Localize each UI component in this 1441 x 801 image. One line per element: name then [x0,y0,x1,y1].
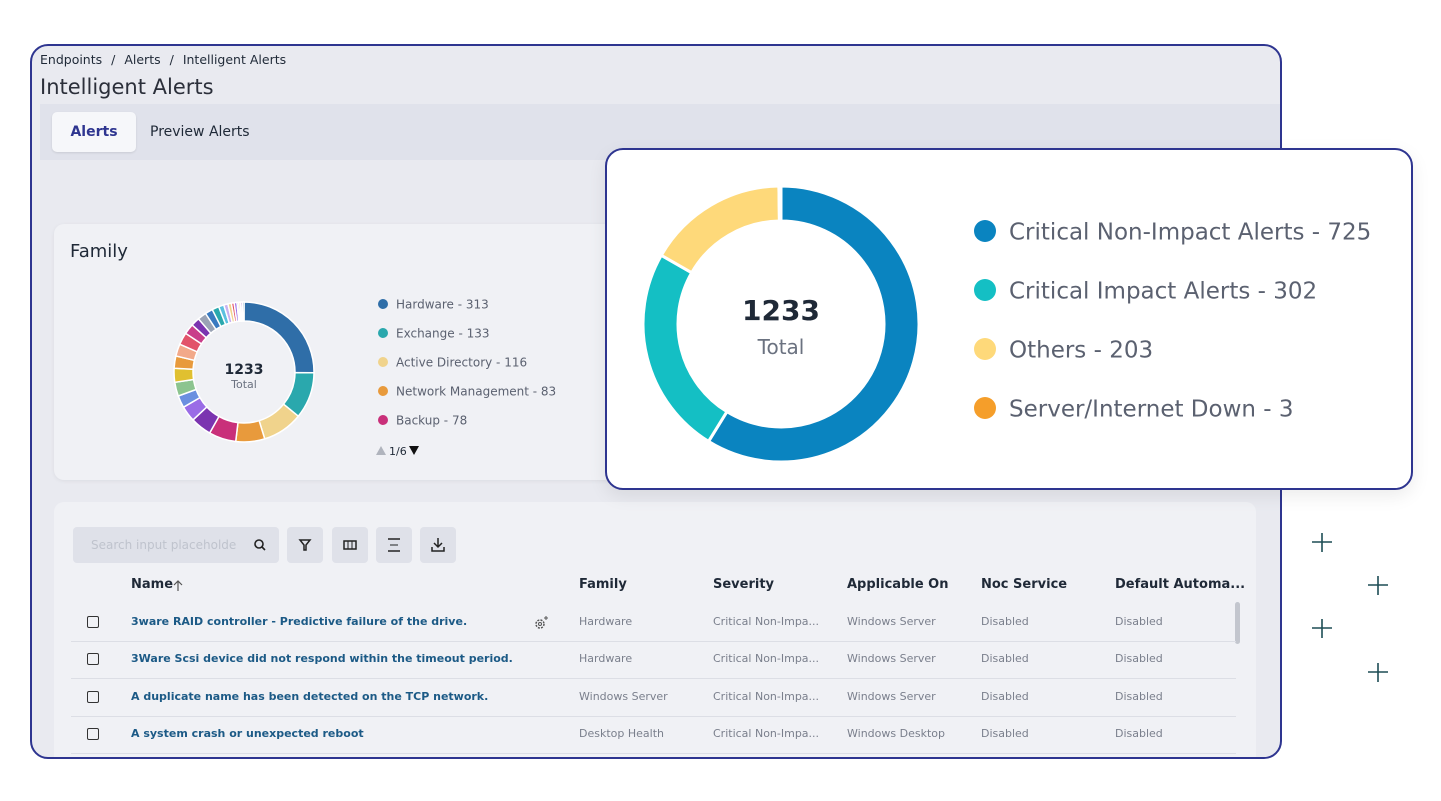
table-cell: Critical Non-Impa... [713,615,820,628]
column-header[interactable]: Applicable On [847,577,949,592]
legend-label: Backup - 78 [396,413,467,427]
legend-label: Critical Impact Alerts - 302 [1009,278,1317,304]
legend-label: Network Management - 83 [396,384,556,398]
table-cell: Critical Non-Impa... [713,652,820,666]
gear-icon [533,615,549,635]
legend-dot [378,415,388,425]
legend-dot [974,338,996,360]
table-cell: Desktop Health [579,726,664,740]
column-header[interactable]: Default Automa... [1115,577,1246,592]
column-header[interactable]: Name [131,577,174,592]
table-cell: Windows Server [847,652,936,666]
legend-label: Server/Internet Down - 3 [1009,396,1294,422]
summary-popup: 1233 Total Critical Non-Impact Alerts - 72… [605,148,1413,490]
donut-segment [777,184,783,223]
table-cell: Disabled [1115,689,1163,703]
table-cell: Critical Non-Impa... [713,726,820,740]
table-cell: Disabled [1115,652,1163,666]
search-placeholder: Search input placeholde [91,538,237,552]
scrollbar [1235,602,1240,644]
donut-segment [659,184,781,275]
row-divider [71,641,1236,642]
table-cell: Disabled [981,689,1029,703]
legend-label: Others - 203 [1009,337,1153,363]
table-cell: Disabled [981,615,1029,628]
export-button[interactable] [420,527,456,563]
family-card: Family 1233 Total Hardware - 313 Exchange -… [54,224,654,480]
donut-total: 1233 [742,294,820,327]
alerts-table: Name Family Severity Applicable On Noc Servi… [54,502,1256,757]
breadcrumb-separator: / [169,52,174,67]
row-divider [71,678,1236,680]
table-cell: Disabled [981,652,1029,666]
breadcrumb-separator: / [111,52,116,67]
card-title: Family [70,241,128,262]
table-cell: Windows Desktop [847,726,945,740]
pager-next [409,446,419,455]
legend-dot [378,328,388,338]
legend-dot [378,386,388,396]
pager-prev [376,446,386,455]
legend-dot [974,279,996,301]
alert-name[interactable]: 3Ware Scsi device did not respond within… [131,652,513,666]
summary-donut: 1233 Total Critical Non-Impact Alerts - 72… [641,184,1371,464]
donut-total: 1233 [225,362,264,378]
column-header[interactable]: Family [579,577,627,592]
legend-label: Hardware - 313 [396,297,489,311]
table-cell: Windows Server [579,689,668,703]
legend-label: Exchange - 133 [396,326,490,340]
table-cell: Windows Server [847,615,936,628]
row-checkbox[interactable] [87,616,99,628]
row-checkbox[interactable] [87,653,99,666]
columns-button[interactable] [332,527,368,563]
donut-segment [173,367,195,384]
pager-label: 1/6 [389,445,407,458]
alert-name[interactable]: 3ware RAID controller - Predictive failu… [131,615,468,628]
search-icon [254,539,266,551]
breadcrumb-current: Intelligent Alerts [182,52,287,67]
row-divider [71,715,1236,717]
donut-total-label: Total [757,335,805,359]
table-cell: Critical Non-Impa... [713,689,820,703]
table-cell: Disabled [1115,615,1163,628]
breadcrumb-link[interactable]: Endpoints [40,52,103,67]
density-button[interactable] [376,527,412,563]
alert-name[interactable]: A system crash or unexpected reboot [131,726,364,740]
sort-icon [173,578,183,597]
row-divider [71,752,1236,754]
legend-dot [974,220,996,242]
row-checkbox[interactable] [87,727,99,740]
tab[interactable]: Preview Alerts [150,124,250,140]
donut-segment [706,184,921,464]
legend-label: Critical Non-Impact Alerts - 725 [1009,219,1371,245]
search-box[interactable]: Search input placeholde [73,527,279,563]
decoration [1312,533,1388,682]
filter-button[interactable] [287,527,323,563]
legend-dot [974,397,996,419]
donut-segment [234,419,266,443]
column-header[interactable]: Noc Service [981,577,1068,592]
legend-label: Active Directory - 116 [396,355,527,369]
breadcrumb: Endpoints / Alerts / Intelligent Alerts [40,52,286,67]
table-cell: Hardware [579,615,633,628]
table-cell: Disabled [1115,726,1163,740]
legend-dot [378,357,388,367]
tab-active[interactable]: Alerts [52,112,136,152]
legend-dot [378,299,388,309]
page-title: Intelligent Alerts [40,75,214,99]
donut-segment [241,301,245,322]
donut-total-label: Total [230,378,257,391]
table-cell: Windows Server [847,689,936,703]
column-header[interactable]: Severity [713,577,775,592]
table-cell: Disabled [981,726,1029,740]
table-cell: Hardware [579,652,633,666]
alert-name[interactable]: A duplicate name has been detected on th… [131,689,489,703]
donut-segment [641,253,729,444]
breadcrumb-link[interactable]: Alerts [124,52,161,67]
row-checkbox[interactable] [87,690,99,703]
table-card: Search input placeholde Name Family Severi… [54,502,1256,757]
